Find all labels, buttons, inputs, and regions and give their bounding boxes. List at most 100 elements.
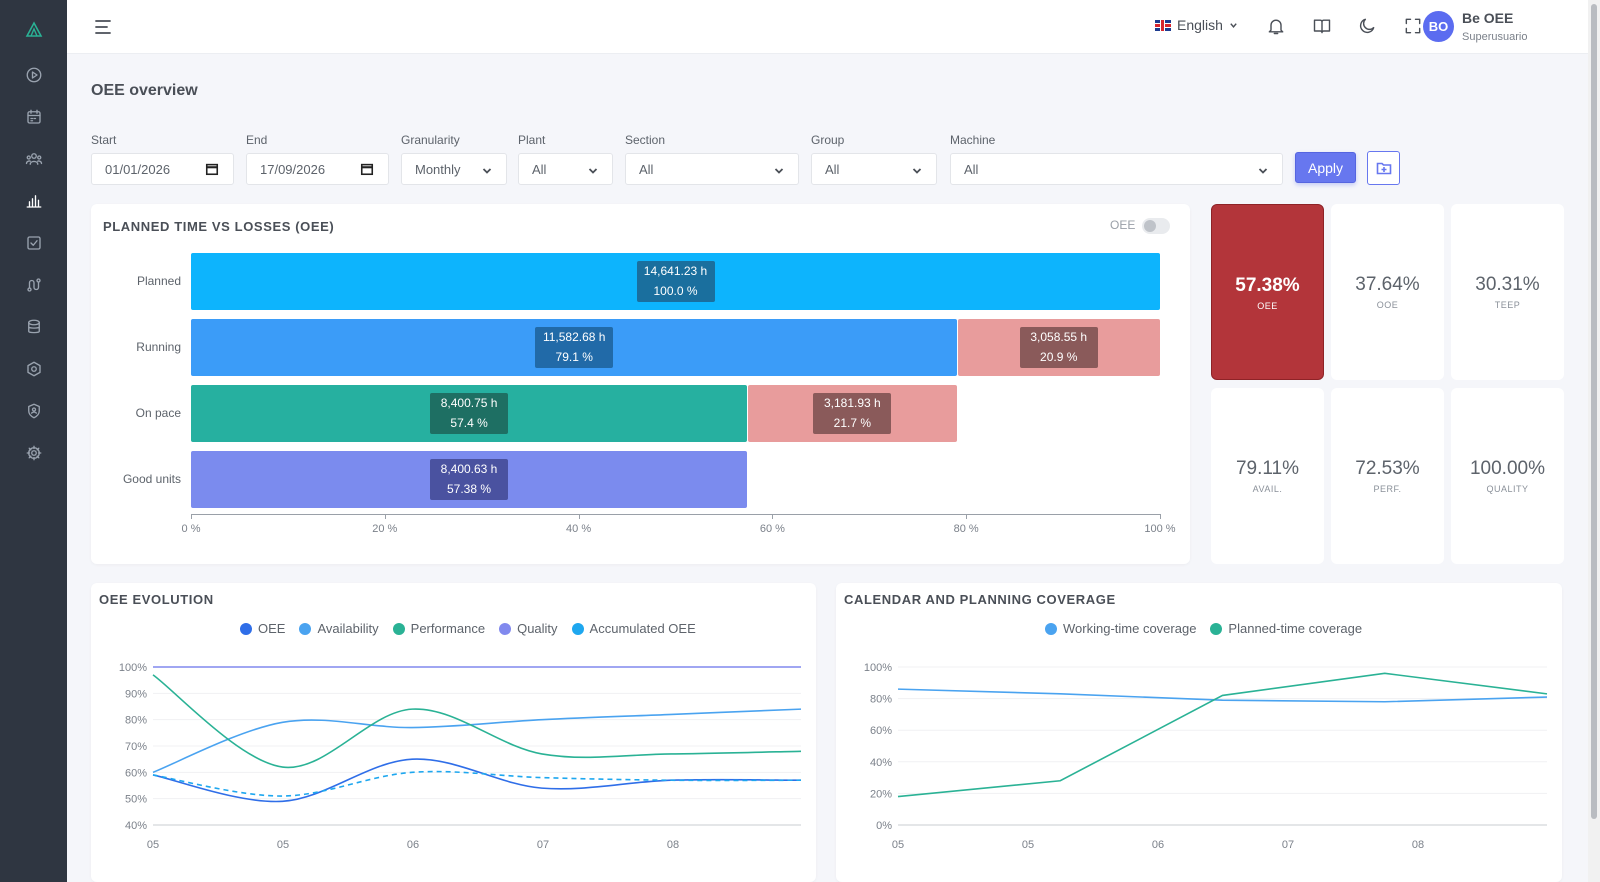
granularity-select[interactable]: Monthly xyxy=(401,153,507,185)
logo-icon[interactable] xyxy=(24,20,44,40)
calendar-icon[interactable] xyxy=(205,162,219,176)
kpi-quality[interactable]: 100.00% QUALITY xyxy=(1451,388,1564,564)
user-role: Superusuario xyxy=(1462,31,1528,43)
x-tick-label: 05 xyxy=(892,839,904,851)
bell-icon[interactable] xyxy=(1266,16,1288,38)
machine-label: Machine xyxy=(950,133,996,147)
end-date-input[interactable]: 17/09/2026 xyxy=(246,153,389,185)
series-line xyxy=(152,674,802,769)
page-title: OEE overview xyxy=(91,82,198,99)
losses-card-title: PLANNED TIME VS LOSSES (OEE) xyxy=(103,219,335,234)
end-label: End xyxy=(246,133,268,147)
y-tick-label: 40% xyxy=(125,820,147,832)
series-line xyxy=(897,688,1548,703)
x-axis-tick xyxy=(578,514,580,519)
plant-select[interactable]: All xyxy=(518,153,613,185)
play-icon[interactable] xyxy=(23,64,45,86)
bar-hours-label: 14,641.23 h xyxy=(643,264,708,278)
legend-item[interactable]: Quality xyxy=(499,621,558,636)
legend-item[interactable]: Availability xyxy=(299,621,379,636)
bar-percent-label: 57.4 % xyxy=(450,416,488,430)
legend-item[interactable]: Working-time coverage xyxy=(1045,621,1196,636)
machine-select[interactable]: All xyxy=(950,153,1283,185)
scrollbar-thumb[interactable] xyxy=(1591,4,1597,819)
x-tick-label: 07 xyxy=(1282,839,1294,851)
y-tick-label: 70% xyxy=(125,741,147,753)
kpi-oee[interactable]: 57.38% OEE xyxy=(1211,204,1324,380)
loss-percent-label: 20.9 % xyxy=(1040,350,1078,364)
shield-user-icon[interactable] xyxy=(23,400,45,422)
loss-value-label: 3,181.93 h 21.7 % xyxy=(813,393,892,434)
avatar[interactable]: BO xyxy=(1423,11,1454,42)
x-tick-label: 80 % xyxy=(953,523,979,535)
plant-value: All xyxy=(532,161,547,177)
user-name[interactable]: Be OEE xyxy=(1462,10,1514,26)
kpi-value: 30.31% xyxy=(1475,274,1540,295)
group-value: All xyxy=(825,161,840,177)
legend-dot xyxy=(240,622,252,635)
fullscreen-icon[interactable] xyxy=(1403,16,1425,38)
calendar-icon[interactable] xyxy=(360,162,374,176)
x-tick-label: 0 % xyxy=(181,523,201,535)
legend-label: Working-time coverage xyxy=(1063,621,1197,636)
kpi-performance[interactable]: 72.53% PERF. xyxy=(1331,388,1444,564)
y-tick-label: 0% xyxy=(876,820,892,832)
menu-icon[interactable] xyxy=(93,17,113,37)
x-tick-label: 05 xyxy=(277,839,289,851)
settings-hex-icon[interactable] xyxy=(23,358,45,380)
x-tick-label: 06 xyxy=(407,839,419,851)
database-icon[interactable] xyxy=(23,316,45,338)
plant-label: Plant xyxy=(518,133,546,147)
bar-value-label: 8,400.75 h 57.4 % xyxy=(430,393,509,434)
y-tick-label: 60% xyxy=(870,725,892,737)
kpi-teep[interactable]: 30.31% TEEP xyxy=(1451,204,1564,380)
kpi-caption: AVAIL. xyxy=(1252,484,1283,494)
kpi-ooe[interactable]: 37.64% OOE xyxy=(1331,204,1444,380)
kpi-caption: QUALITY xyxy=(1486,484,1529,494)
start-date-input[interactable]: 01/01/2026 xyxy=(91,153,234,185)
bar-chart-icon[interactable] xyxy=(23,190,45,212)
legend-item[interactable]: OEE xyxy=(240,621,285,636)
save-view-button[interactable] xyxy=(1367,151,1400,185)
evolution-legend: OEE Availability Performance Quality Accumul… xyxy=(240,621,696,636)
section-select[interactable]: All xyxy=(625,153,799,185)
page-scrollbar[interactable] xyxy=(1588,0,1600,882)
section-value: All xyxy=(639,161,654,177)
x-tick-label: 08 xyxy=(667,839,679,851)
y-tick-label: 50% xyxy=(125,794,147,806)
x-tick-label: 06 xyxy=(1152,839,1164,851)
apply-button[interactable]: Apply xyxy=(1295,152,1356,183)
bar-hours-label: 11,582.68 h xyxy=(542,330,606,344)
bar-hours-label: 8,400.63 h xyxy=(440,462,498,476)
book-icon[interactable] xyxy=(1312,16,1334,38)
gear-icon[interactable] xyxy=(23,442,45,464)
folder-plus-icon xyxy=(1376,162,1391,175)
x-axis-tick xyxy=(384,514,386,519)
group-select[interactable]: All xyxy=(811,153,937,185)
group-label: Group xyxy=(811,133,845,147)
legend-dot xyxy=(392,622,405,635)
calendar-icon[interactable] xyxy=(23,106,45,128)
start-label: Start xyxy=(91,133,117,147)
kpi-availability[interactable]: 79.11% AVAIL. xyxy=(1211,388,1324,564)
legend-label: Performance xyxy=(410,621,486,636)
language-selector[interactable]: English xyxy=(1155,17,1238,33)
x-tick-label: 40 % xyxy=(566,523,592,535)
oee-toggle-label: OEE xyxy=(1110,218,1136,232)
legend-item[interactable]: Accumulated OEE xyxy=(571,621,696,636)
legend-item[interactable]: Planned-time coverage xyxy=(1210,621,1362,636)
oee-toggle[interactable] xyxy=(1142,218,1170,234)
x-tick-label: 05 xyxy=(147,839,159,851)
top-bar: English BO Be OEE Superusuario xyxy=(67,0,1588,54)
route-icon[interactable] xyxy=(23,274,45,296)
legend-dot xyxy=(299,622,312,635)
legend-item[interactable]: Performance xyxy=(392,621,486,636)
x-axis-tick xyxy=(966,514,968,519)
moon-icon[interactable] xyxy=(1357,16,1379,38)
loss-percent-label: 21.7 % xyxy=(833,416,871,430)
users-icon[interactable] xyxy=(23,148,45,170)
legend-label: Quality xyxy=(517,621,558,636)
legend-dot xyxy=(499,622,512,635)
checklist-icon[interactable] xyxy=(23,232,45,254)
chevron-down-icon xyxy=(1258,164,1268,174)
